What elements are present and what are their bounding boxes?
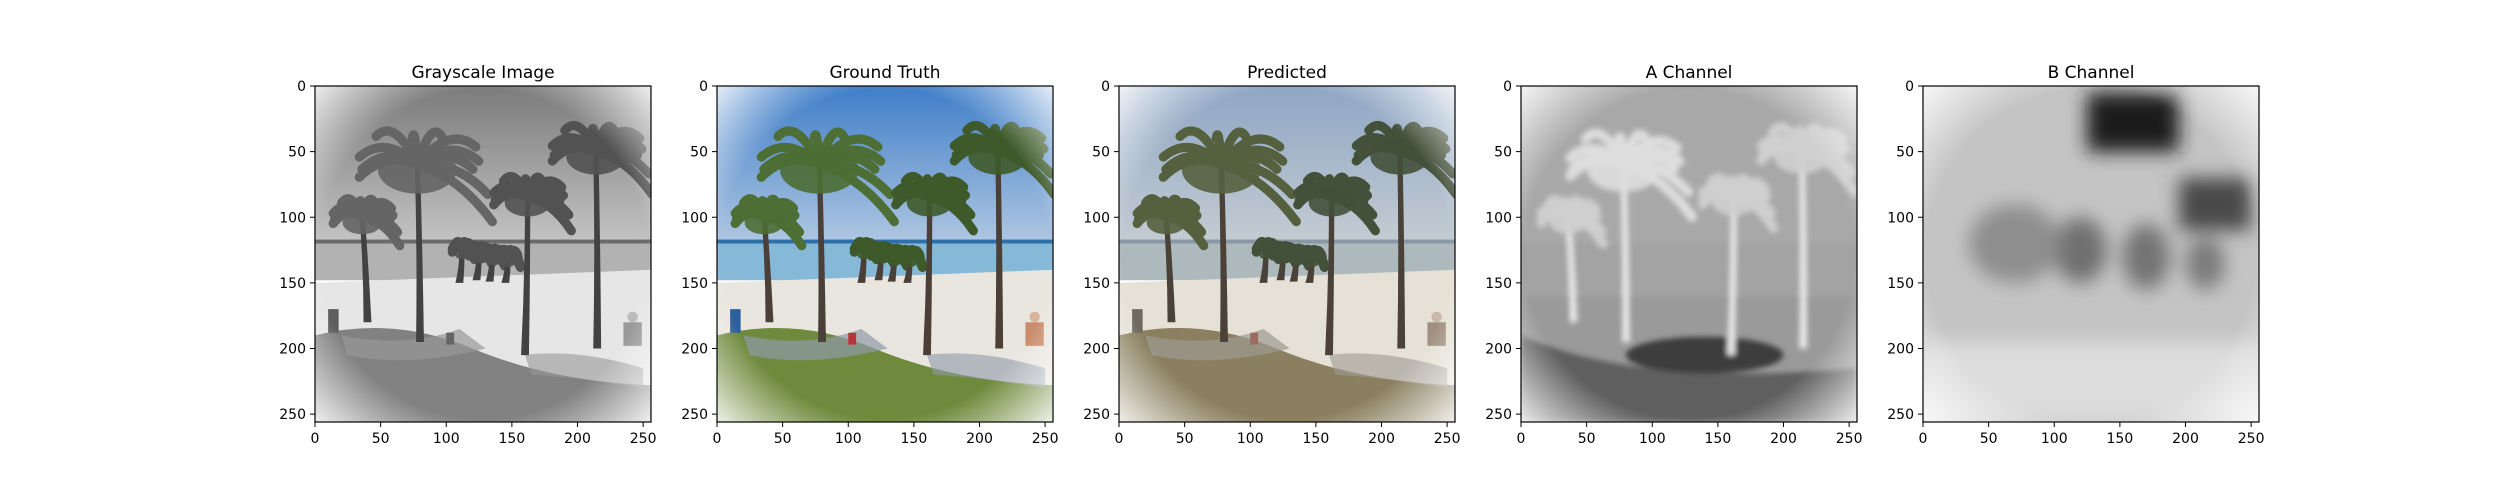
y-tick-label: 0 (1503, 79, 1512, 95)
x-tick-label: 0 (311, 431, 320, 447)
y-tick-label: 150 (1485, 276, 1512, 292)
panel-title: A Channel (1646, 63, 1733, 83)
y-tick-label: 200 (279, 342, 306, 358)
y-tick-label: 200 (681, 342, 708, 358)
x-tick-label: 100 (1237, 431, 1264, 447)
y-tick-label: 250 (681, 407, 708, 423)
panel-image (315, 86, 651, 422)
y-tick-label: 50 (1896, 145, 1914, 161)
axes-frame (1922, 85, 2260, 423)
x-tick-label: 150 (2107, 431, 2134, 447)
x-tick-label: 50 (372, 431, 390, 447)
y-tick-label: 100 (1083, 210, 1110, 226)
panel-title: Grayscale Image (411, 63, 554, 83)
x-tick-label: 200 (1368, 431, 1395, 447)
y-tick-label: 100 (681, 210, 708, 226)
panel-5: B Channel 0 50 100 150 200 250 0 50 100 150 200 250 (1887, 63, 2264, 447)
x-tick-label: 0 (1517, 431, 1526, 447)
x-tick-label: 150 (1303, 431, 1330, 447)
y-tick-label: 0 (1101, 79, 1110, 95)
y-tick-label: 150 (1083, 276, 1110, 292)
panel-image (717, 86, 1053, 422)
panel-4: A Channel 0 50 100 150 200 250 0 50 100 150 200 250 (1485, 63, 1862, 447)
y-tick-label: 200 (1083, 342, 1110, 358)
x-tick-label: 200 (1770, 431, 1797, 447)
y-tick-label: 50 (1494, 145, 1512, 161)
y-tick-label: 250 (1887, 407, 1914, 423)
y-tick-label: 250 (1083, 407, 1110, 423)
panel-image (1119, 86, 1455, 422)
panels-layer: Grayscale Image 0 50 100 150 200 250 0 50 100 150 2… (279, 63, 2264, 447)
x-tick-label: 250 (1434, 431, 1461, 447)
x-tick-label: 50 (1980, 431, 1998, 447)
y-tick-label: 100 (1485, 210, 1512, 226)
panel-1: Grayscale Image 0 50 100 150 200 250 0 50 100 150 2… (279, 63, 656, 447)
x-tick-label: 50 (774, 431, 792, 447)
panel-image (1923, 86, 2259, 422)
y-tick-label: 150 (279, 276, 306, 292)
panel-title: B Channel (2048, 63, 2135, 83)
y-tick-label: 0 (1905, 79, 1914, 95)
x-tick-label: 250 (1836, 431, 1863, 447)
y-tick-label: 250 (279, 407, 306, 423)
x-tick-label: 100 (835, 431, 862, 447)
panel-image (1521, 86, 1857, 422)
y-tick-label: 150 (1887, 276, 1914, 292)
x-tick-label: 150 (901, 431, 928, 447)
x-tick-label: 200 (564, 431, 591, 447)
axes-frame (314, 85, 652, 423)
x-tick-label: 200 (2172, 431, 2199, 447)
y-tick-label: 0 (699, 79, 708, 95)
axes-frame (1520, 85, 1858, 423)
x-tick-label: 150 (1705, 431, 1732, 447)
panel-2: Ground Truth 0 50 100 150 200 250 0 50 100 150 200 2… (681, 63, 1058, 447)
y-tick-label: 200 (1485, 342, 1512, 358)
x-tick-label: 250 (1032, 431, 1059, 447)
x-tick-label: 50 (1578, 431, 1596, 447)
panel-title: Ground Truth (829, 63, 940, 83)
y-tick-label: 50 (1092, 145, 1110, 161)
x-tick-label: 100 (433, 431, 460, 447)
x-tick-label: 0 (1919, 431, 1928, 447)
x-tick-label: 150 (499, 431, 526, 447)
y-tick-label: 0 (297, 79, 306, 95)
x-tick-label: 100 (1639, 431, 1666, 447)
x-tick-label: 50 (1176, 431, 1194, 447)
x-tick-label: 100 (2041, 431, 2068, 447)
x-tick-label: 250 (2238, 431, 2265, 447)
panel-title: Predicted (1247, 63, 1327, 83)
x-tick-label: 0 (1115, 431, 1124, 447)
y-tick-label: 100 (279, 210, 306, 226)
x-tick-label: 0 (713, 431, 722, 447)
y-tick-label: 250 (1485, 407, 1512, 423)
y-tick-label: 200 (1887, 342, 1914, 358)
y-tick-label: 50 (288, 145, 306, 161)
axes-frame (1118, 85, 1456, 423)
x-tick-label: 250 (630, 431, 657, 447)
panel-3: Predicted 0 50 100 150 200 250 0 50 100 150 200 250 (1083, 63, 1460, 447)
y-tick-label: 100 (1887, 210, 1914, 226)
x-tick-label: 200 (966, 431, 993, 447)
y-tick-label: 150 (681, 276, 708, 292)
axes-frame (716, 85, 1054, 423)
y-tick-label: 50 (690, 145, 708, 161)
